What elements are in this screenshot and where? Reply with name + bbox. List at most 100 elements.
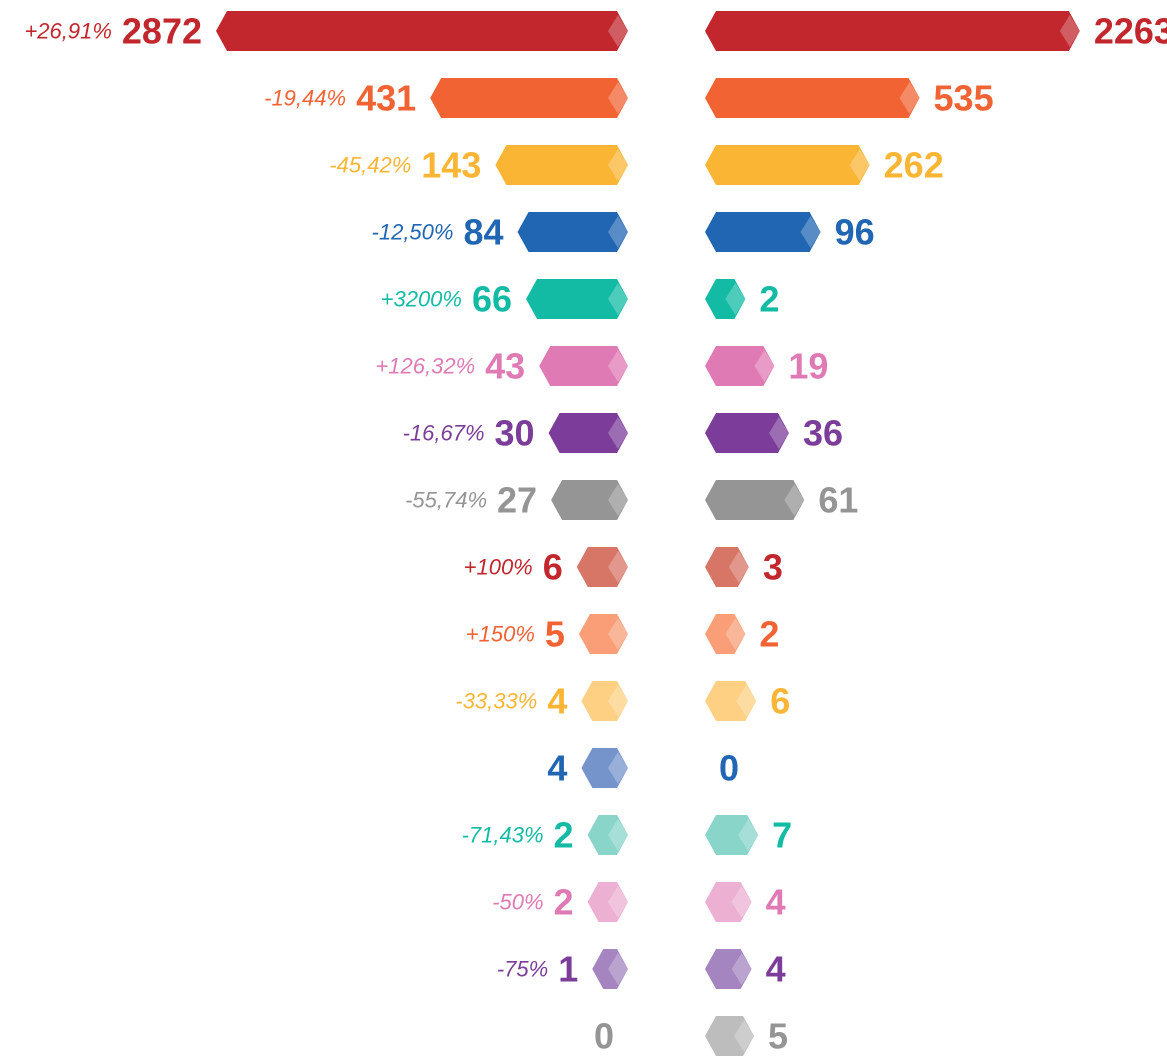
bar-facet (728, 551, 749, 583)
bar-facet (734, 1020, 755, 1052)
bar (705, 681, 757, 721)
bar (581, 681, 628, 721)
bar-facet (608, 752, 628, 784)
value-label: 61 (818, 480, 858, 521)
bar (705, 413, 789, 453)
value-label: 4 (766, 949, 786, 990)
value-label: 143 (421, 145, 481, 186)
bar-facet (608, 953, 628, 985)
value-label: 2 (554, 815, 574, 856)
change-label: +100% (464, 555, 533, 580)
value-label: 4 (547, 681, 567, 722)
bar (705, 145, 870, 185)
value-label: 6 (543, 547, 563, 588)
bar (495, 145, 628, 185)
bar-facet (608, 551, 628, 583)
bar-facet (725, 618, 746, 650)
bar (578, 614, 628, 654)
bar-facet (731, 886, 752, 918)
value-label: 84 (463, 212, 503, 253)
bar-facet (768, 417, 789, 449)
change-label: -45,42% (329, 153, 411, 178)
bar (216, 11, 628, 51)
bar (705, 1016, 755, 1056)
value-label: 19 (788, 346, 828, 387)
bar (705, 882, 752, 922)
bar (705, 11, 1080, 51)
value-label: 2872 (122, 11, 202, 52)
change-label: +3200% (381, 287, 462, 312)
value-label: 2 (554, 882, 574, 923)
value-label: 30 (495, 413, 535, 454)
change-label: -33,33% (455, 689, 537, 714)
change-label: -75% (497, 957, 548, 982)
value-label: 7 (772, 815, 792, 856)
bar-facet (1059, 15, 1080, 47)
bar-facet (784, 484, 805, 516)
change-label: -19,44% (264, 86, 346, 111)
bar (587, 815, 628, 855)
bar (705, 480, 805, 520)
bar (705, 346, 775, 386)
value-label: 43 (485, 346, 525, 387)
bar (517, 212, 628, 252)
bar-facet (608, 819, 628, 851)
bar (705, 547, 749, 587)
bar-facet (899, 82, 920, 114)
bar-facet (608, 283, 628, 315)
bar (705, 78, 920, 118)
value-label: 5 (545, 614, 565, 655)
value-label: 36 (803, 413, 843, 454)
bar (587, 882, 628, 922)
value-label: 66 (472, 279, 512, 320)
value-label: 6 (770, 681, 790, 722)
bar-facet (608, 216, 628, 248)
value-label: 0 (719, 748, 739, 789)
bar-facet (608, 350, 628, 382)
bar (705, 212, 821, 252)
value-label: 5 (768, 1016, 788, 1057)
bar (705, 815, 759, 855)
change-label: -50% (492, 890, 543, 915)
bar-facet (736, 685, 757, 717)
bar-facet (725, 283, 746, 315)
change-label: +26,91% (24, 19, 111, 44)
bar-facet (738, 819, 759, 851)
bar-facet (608, 618, 628, 650)
bar-facet (608, 15, 628, 47)
bar (548, 413, 628, 453)
value-label: 3 (763, 547, 783, 588)
bar (705, 949, 752, 989)
bar-facet (608, 82, 628, 114)
value-label: 96 (835, 212, 875, 253)
bar (430, 78, 628, 118)
bar (539, 346, 628, 386)
value-label: 4 (766, 882, 786, 923)
value-label: 2 (759, 279, 779, 320)
bar (705, 614, 746, 654)
bar (581, 748, 628, 788)
change-label: -16,67% (403, 421, 485, 446)
value-label: 1 (558, 949, 578, 990)
value-label: 2263 (1094, 11, 1167, 52)
value-label: 2 (759, 614, 779, 655)
bar-facet (754, 350, 775, 382)
bar (576, 547, 628, 587)
bar-facet (608, 685, 628, 717)
bar (592, 949, 628, 989)
bar-facet (731, 953, 752, 985)
value-label: 431 (356, 78, 416, 119)
change-label: +126,32% (375, 354, 475, 379)
bar-facet (800, 216, 821, 248)
value-label: 535 (934, 78, 994, 119)
change-label: +150% (466, 622, 535, 647)
bar (551, 480, 628, 520)
value-label: 27 (497, 480, 537, 521)
value-label: 0 (594, 1016, 614, 1057)
value-label: 4 (547, 748, 567, 789)
bar-facet (608, 417, 628, 449)
value-label: 262 (884, 145, 944, 186)
bar (705, 279, 746, 319)
change-label: -71,43% (462, 823, 544, 848)
